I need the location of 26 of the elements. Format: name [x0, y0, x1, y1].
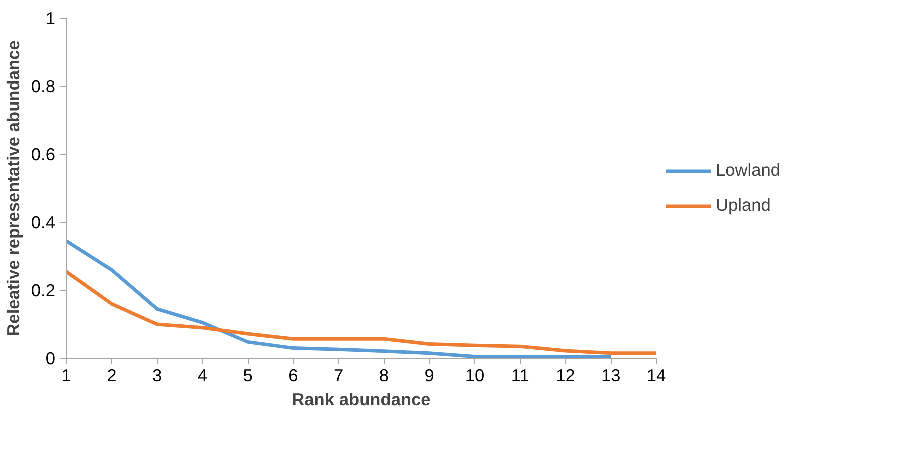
- y-tick-label: 0: [46, 348, 56, 368]
- x-tick-label: 4: [198, 366, 208, 386]
- y-tick-label: 0.4: [31, 212, 56, 232]
- legend-label: Lowland: [716, 160, 781, 181]
- x-tick-label: 3: [152, 366, 162, 386]
- x-tick-label: 14: [646, 366, 666, 386]
- x-tick-label: 1: [62, 366, 72, 386]
- y-tick-label: 0.8: [31, 76, 56, 96]
- x-tick-label: 10: [465, 366, 485, 386]
- x-tick-label: 2: [107, 366, 117, 386]
- x-tick-label: 8: [379, 366, 390, 386]
- y-tick-label: 0.2: [31, 280, 56, 300]
- x-tick-label: 5: [243, 366, 253, 386]
- x-tick-label: 12: [556, 366, 576, 386]
- x-tick-label: 7: [334, 366, 344, 386]
- x-tick-label: 9: [424, 366, 434, 386]
- line-series: [66, 239, 613, 358]
- x-tick-label: 6: [288, 366, 298, 386]
- legend-label: Upland: [716, 195, 771, 216]
- y-tick-label: 1: [46, 8, 56, 28]
- line-series: [66, 270, 656, 356]
- y-tick-label: 0.6: [31, 144, 56, 164]
- x-tick-label: 13: [601, 366, 621, 386]
- y-axis-title: Releative representative abundance: [3, 40, 24, 336]
- x-tick-label: 11: [511, 366, 530, 386]
- x-axis-title: Rank abundance: [292, 390, 432, 410]
